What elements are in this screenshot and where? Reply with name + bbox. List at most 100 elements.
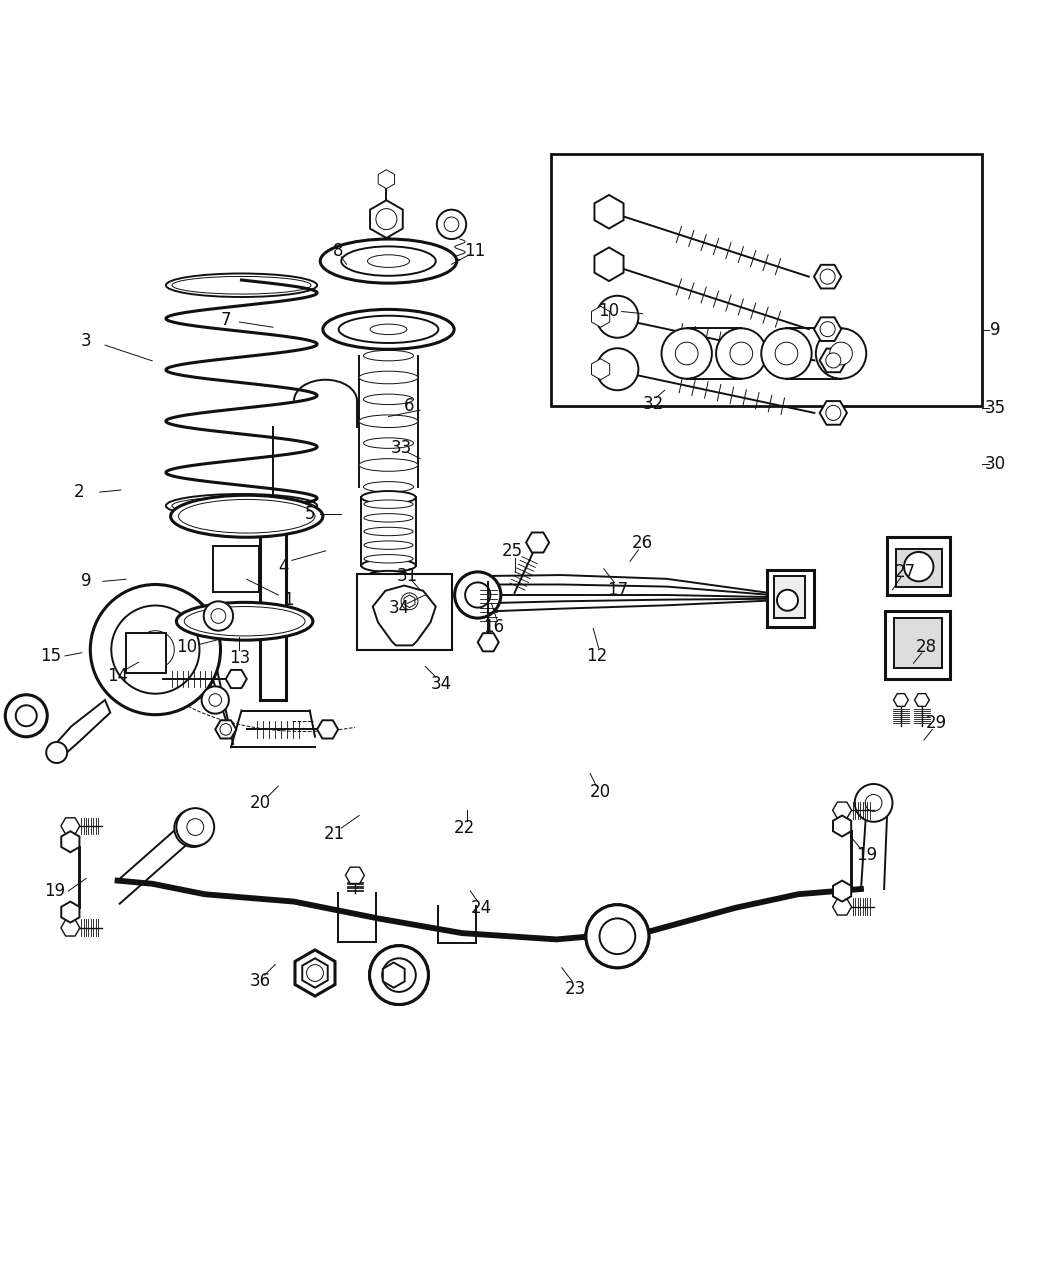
Text: 1: 1 — [284, 591, 294, 609]
Circle shape — [174, 809, 212, 847]
Ellipse shape — [323, 310, 454, 349]
Text: 22: 22 — [454, 819, 475, 837]
Ellipse shape — [368, 255, 410, 268]
Text: 23: 23 — [565, 980, 586, 998]
Polygon shape — [833, 880, 852, 902]
Ellipse shape — [185, 606, 304, 636]
Text: 14: 14 — [107, 666, 128, 685]
Circle shape — [865, 795, 882, 812]
Polygon shape — [526, 533, 549, 553]
Text: 6: 6 — [404, 397, 415, 415]
Polygon shape — [820, 401, 847, 424]
Text: 21: 21 — [323, 826, 344, 843]
Polygon shape — [404, 595, 415, 608]
Circle shape — [866, 795, 881, 810]
Ellipse shape — [172, 497, 311, 515]
Polygon shape — [317, 720, 338, 739]
Circle shape — [176, 808, 214, 846]
Ellipse shape — [368, 571, 410, 581]
Polygon shape — [594, 247, 624, 282]
Ellipse shape — [368, 600, 410, 610]
Text: 31: 31 — [397, 567, 418, 585]
Text: 5: 5 — [304, 506, 315, 524]
Ellipse shape — [364, 541, 413, 549]
Ellipse shape — [363, 394, 414, 405]
Circle shape — [777, 590, 798, 610]
Polygon shape — [302, 958, 328, 987]
Polygon shape — [383, 962, 404, 987]
Circle shape — [370, 945, 428, 1004]
Circle shape — [437, 210, 466, 240]
Bar — [894, 618, 942, 669]
Polygon shape — [594, 195, 624, 228]
Polygon shape — [373, 586, 436, 646]
Bar — [896, 549, 942, 586]
Text: 34: 34 — [430, 675, 452, 693]
Text: 20: 20 — [250, 794, 271, 812]
Polygon shape — [215, 720, 236, 739]
Circle shape — [204, 601, 233, 631]
Ellipse shape — [341, 246, 436, 275]
Circle shape — [307, 964, 323, 981]
Text: 19: 19 — [856, 846, 877, 864]
Text: 16: 16 — [483, 618, 504, 636]
Circle shape — [825, 353, 841, 368]
Circle shape — [465, 582, 490, 608]
Polygon shape — [833, 815, 852, 837]
Circle shape — [90, 585, 220, 715]
Polygon shape — [915, 693, 929, 706]
Text: 36: 36 — [250, 972, 271, 990]
Text: 33: 33 — [391, 440, 412, 457]
Bar — [887, 538, 950, 595]
Polygon shape — [591, 359, 610, 380]
Circle shape — [187, 819, 204, 836]
Circle shape — [376, 209, 397, 229]
Circle shape — [185, 819, 202, 837]
Bar — [766, 569, 814, 627]
Circle shape — [220, 724, 232, 735]
Bar — [885, 610, 950, 679]
Circle shape — [202, 687, 229, 713]
Text: 27: 27 — [895, 563, 916, 581]
Ellipse shape — [364, 499, 413, 508]
Circle shape — [857, 786, 890, 819]
Circle shape — [675, 343, 698, 364]
Text: 10: 10 — [176, 638, 197, 656]
Bar — [126, 633, 166, 673]
Ellipse shape — [178, 499, 315, 533]
Polygon shape — [52, 699, 110, 758]
Circle shape — [600, 919, 635, 954]
Text: 9: 9 — [81, 572, 91, 590]
Text: 34: 34 — [388, 599, 410, 617]
Text: 19: 19 — [44, 882, 65, 901]
Ellipse shape — [166, 274, 317, 297]
Bar — [774, 576, 805, 618]
Ellipse shape — [172, 276, 311, 294]
Text: 26: 26 — [632, 534, 653, 552]
Text: 9: 9 — [990, 321, 1001, 339]
Polygon shape — [370, 200, 403, 238]
Text: 4: 4 — [278, 558, 289, 576]
Circle shape — [716, 329, 766, 378]
Polygon shape — [378, 169, 395, 189]
Bar — [357, 575, 452, 650]
Bar — [213, 545, 259, 592]
Circle shape — [662, 329, 712, 378]
Ellipse shape — [170, 496, 323, 538]
Ellipse shape — [359, 415, 418, 428]
Ellipse shape — [361, 559, 416, 572]
Polygon shape — [591, 306, 610, 327]
Text: 2: 2 — [74, 483, 84, 501]
Circle shape — [211, 609, 226, 623]
Ellipse shape — [364, 554, 413, 563]
Ellipse shape — [363, 482, 414, 492]
Text: 17: 17 — [607, 581, 628, 599]
Circle shape — [444, 217, 459, 232]
Text: 11: 11 — [464, 242, 485, 260]
Circle shape — [5, 694, 47, 736]
Circle shape — [855, 784, 892, 822]
Ellipse shape — [363, 438, 414, 448]
Polygon shape — [894, 693, 908, 706]
Circle shape — [401, 592, 418, 610]
Text: 13: 13 — [229, 648, 250, 668]
